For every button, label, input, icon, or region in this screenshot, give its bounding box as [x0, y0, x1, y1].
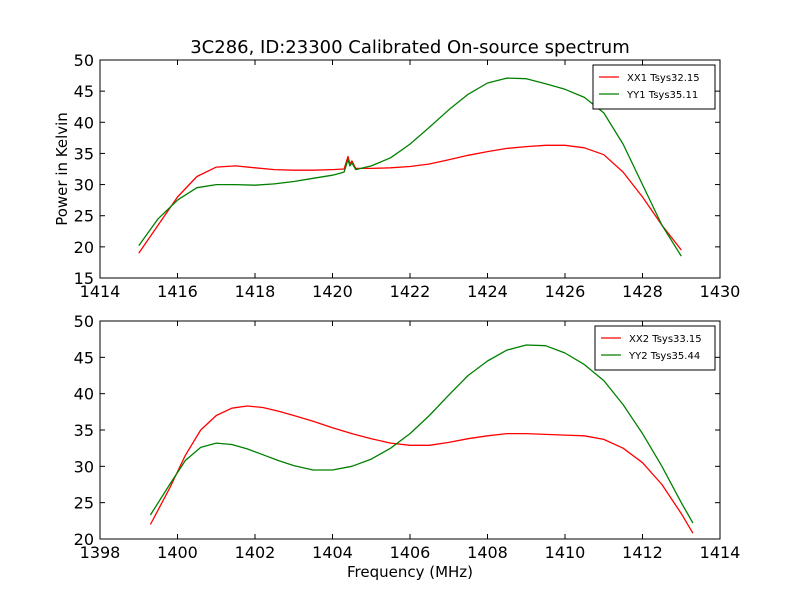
legend-label: YY1 Tsys35.11 — [626, 90, 698, 101]
x-tick-label: 1430 — [700, 282, 741, 301]
top-panel: 1414 1416 1418 1420 1422 1424 1426 1428 1430 15 20… — [74, 51, 741, 301]
x-tick-label: 1416 — [157, 282, 198, 301]
series-line-1-1 — [138, 144, 682, 254]
y-tick-label: 25 — [74, 494, 94, 513]
series-line-2-1 — [149, 405, 694, 534]
y-tick-label: 45 — [74, 82, 94, 101]
series-line-2-2 — [149, 344, 694, 524]
y-tick-label: 40 — [74, 113, 94, 132]
x-tick-label: 1420 — [312, 282, 353, 301]
legend: XX2 Tsys33.15 YY2 Tsys35.44 — [594, 325, 716, 371]
x-tick-label: 1400 — [157, 543, 198, 562]
chart-title: 3C286, ID:23300 Calibrated On-source spe… — [190, 37, 630, 58]
x-tick-label: 1410 — [545, 543, 586, 562]
y-tick-label: 20 — [74, 238, 94, 257]
legend-box — [594, 325, 716, 371]
y-tick-label: 50 — [74, 51, 94, 70]
x-tick-label: 1412 — [622, 543, 663, 562]
y-tick-label: 20 — [74, 530, 94, 549]
x-axis-label: Frequency (MHz) — [347, 563, 473, 581]
y-tick-label: 40 — [74, 385, 94, 404]
x-tick-label: 1406 — [390, 543, 431, 562]
legend-box — [592, 64, 716, 110]
y-tick-label: 35 — [74, 144, 94, 163]
x-tick-label: 1398 — [80, 543, 121, 562]
bottom-panel: 1398 1400 1402 1404 1406 1408 1410 1412 1414 20 25… — [74, 312, 741, 562]
x-tick-label: 1422 — [390, 282, 431, 301]
x-tick-label: 1418 — [235, 282, 276, 301]
x-tick-label: 1414 — [700, 543, 741, 562]
legend: XX1 Tsys32.15 YY1 Tsys35.11 — [592, 64, 716, 110]
x-tick-label: 1402 — [235, 543, 276, 562]
x-tick-label: 1424 — [467, 282, 508, 301]
legend-label: XX1 Tsys32.15 — [627, 73, 700, 84]
x-tick-label: 1408 — [467, 543, 508, 562]
y-tick-label: 15 — [74, 269, 94, 288]
y-axis-label: Power in Kelvin — [53, 112, 71, 226]
y-tick-label: 25 — [74, 207, 94, 226]
y-tick-label: 30 — [74, 457, 94, 476]
legend-label: XX2 Tsys33.15 — [629, 334, 702, 345]
legend-label: YY2 Tsys35.44 — [628, 351, 700, 362]
y-tick-label: 35 — [74, 421, 94, 440]
x-tick-label: 1426 — [545, 282, 586, 301]
x-tick-label: 1404 — [312, 543, 353, 562]
x-tick-label: 1428 — [622, 282, 663, 301]
x-tick-label: 1414 — [80, 282, 121, 301]
series-line-1-2 — [138, 77, 682, 257]
y-tick-label: 30 — [74, 176, 94, 195]
y-tick-label: 50 — [74, 312, 94, 331]
y-tick-label: 45 — [74, 348, 94, 367]
